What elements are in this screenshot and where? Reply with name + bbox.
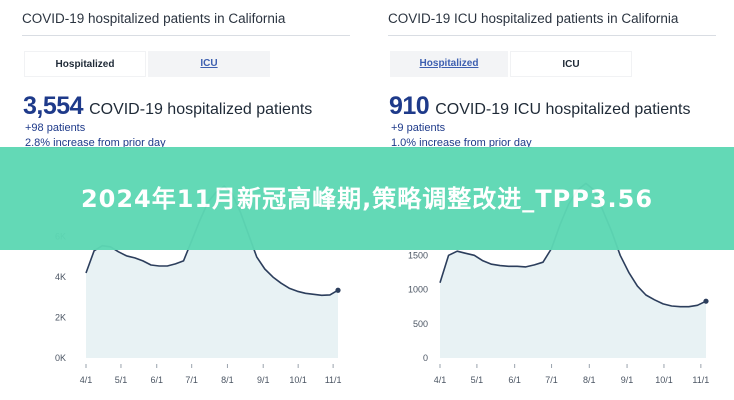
x-tick-label: 4/1 [434, 375, 447, 385]
change-percent: 1.0% increase from prior day [391, 137, 532, 149]
x-tick-label: 8/1 [221, 375, 234, 385]
y-tick-label: 0 [423, 353, 428, 363]
x-tick-label: 11/1 [692, 375, 709, 385]
change-count: +9 patients [391, 122, 446, 134]
headline: 3,554 COVID-19 hospitalized patients [23, 92, 312, 121]
last-data-point [335, 287, 341, 293]
x-tick-label: 7/1 [185, 375, 198, 385]
x-tick-label: 5/1 [471, 375, 484, 385]
icu-chart: 0 500 1000 1500 4/1 5/1 6/1 7/1 8/1 9/1 10/1 11/1 [408, 182, 709, 385]
y-tick-label: 2K [55, 313, 66, 323]
x-tick-label: 9/1 [257, 375, 270, 385]
area-fill [86, 186, 338, 358]
x-tick-label: 9/1 [621, 375, 634, 385]
icu-panel: COVID-19 ICU hospitalized patients in Ca… [388, 0, 720, 400]
x-tick-label: 6/1 [150, 375, 163, 385]
x-tick-label: 11/1 [325, 375, 342, 385]
headline-label: COVID-19 ICU hospitalized patients [435, 101, 691, 118]
title-banner: 2024年11月新冠高峰期,策略调整改进_TPP3.56 [0, 147, 734, 250]
headline-number: 910 [389, 92, 430, 120]
x-tick-label: 7/1 [545, 375, 558, 385]
panel-title: COVID-19 hospitalized patients in Califo… [22, 11, 286, 26]
panel-title: COVID-19 ICU hospitalized patients in Ca… [388, 11, 679, 26]
divider [22, 35, 350, 36]
x-tick-label: 8/1 [583, 375, 596, 385]
y-tick-label: 500 [413, 319, 428, 329]
area-fill [440, 183, 706, 358]
y-tick-label: 4K [55, 272, 66, 282]
last-data-point [703, 298, 709, 304]
banner-text: 2024年11月新冠高峰期,策略调整改进_TPP3.56 [80, 184, 654, 213]
x-tick-label: 5/1 [115, 375, 128, 385]
headline: 910 COVID-19 ICU hospitalized patients [389, 92, 690, 121]
x-tick-label: 6/1 [508, 375, 521, 385]
tab-hospitalized[interactable]: Hospitalized [24, 51, 146, 77]
tab-icu[interactable]: ICU [510, 51, 632, 77]
x-tick-label: 10/1 [289, 375, 307, 385]
y-tick-label: 1000 [408, 285, 428, 295]
headline-label: COVID-19 hospitalized patients [89, 101, 313, 118]
x-tick-label: 10/1 [655, 375, 673, 385]
change-percent: 2.8% increase from prior day [25, 137, 166, 149]
change-count: +98 patients [25, 122, 86, 134]
y-tick-label: 0K [55, 353, 66, 363]
headline-number: 3,554 [23, 92, 84, 120]
divider [388, 35, 716, 36]
tab-hospitalized[interactable]: Hospitalized [390, 51, 508, 77]
tab-icu[interactable]: ICU [148, 51, 270, 77]
y-tick-label: 1500 [408, 250, 428, 260]
x-tick-label: 4/1 [80, 375, 93, 385]
